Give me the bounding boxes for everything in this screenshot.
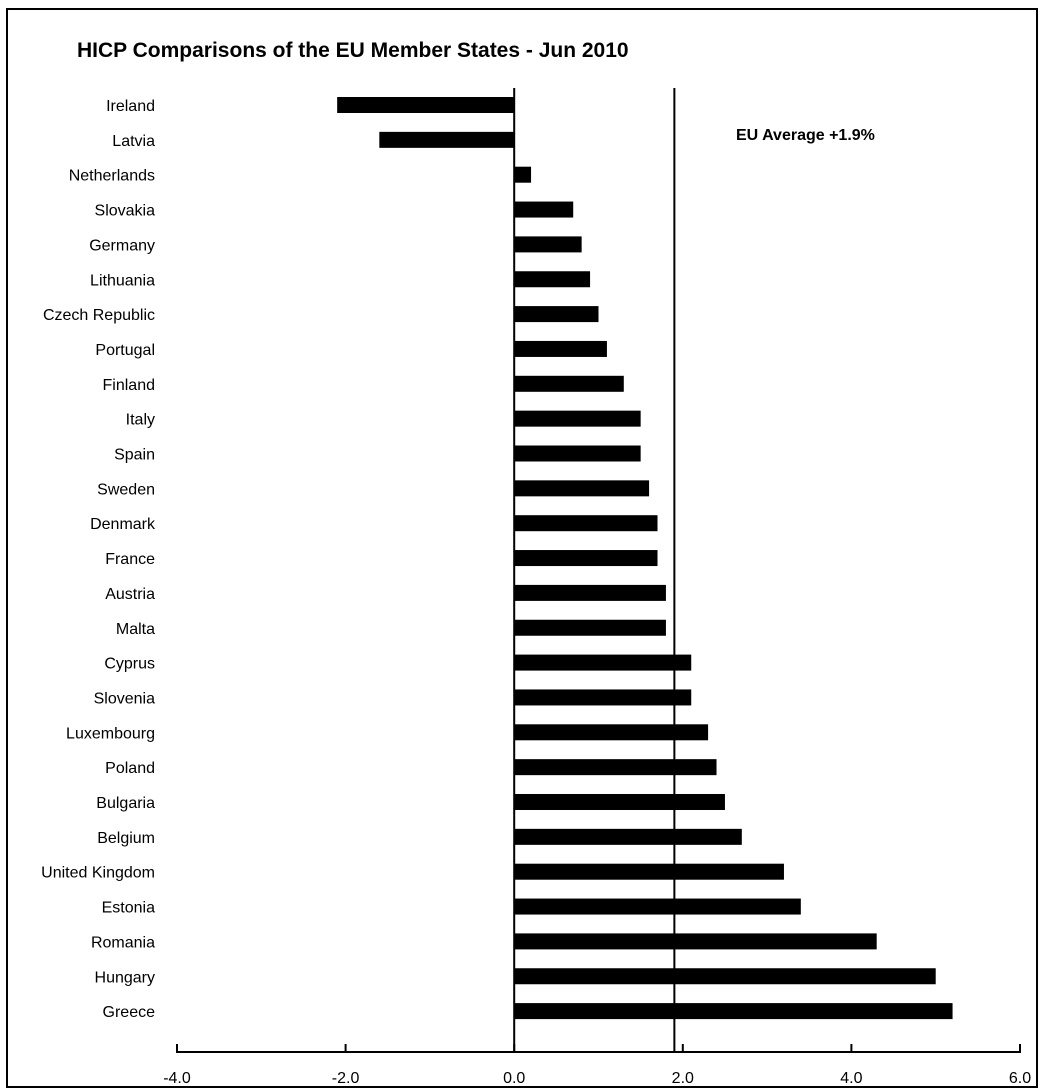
bar-slovenia — [514, 689, 692, 706]
bar-germany — [514, 236, 582, 253]
bar-belgium — [514, 828, 742, 845]
bar-cyprus — [514, 654, 692, 671]
chart-title: HICP Comparisons of the EU Member States… — [77, 39, 629, 62]
category-label: Luxembourg — [66, 725, 155, 742]
x-tick-label: -4.0 — [163, 1070, 191, 1087]
bar-netherlands — [514, 166, 532, 183]
bar-france — [514, 550, 658, 567]
category-label: Ireland — [106, 98, 155, 115]
category-label: Italy — [126, 412, 155, 429]
x-axis: -4.0 -2.0 0.0 2.0 4.0 6.0 — [163, 1044, 1031, 1087]
bar-romania — [514, 933, 877, 950]
x-tick-label: 4.0 — [840, 1070, 862, 1087]
category-label: Cyprus — [104, 656, 155, 673]
bar-slovakia — [514, 201, 574, 218]
x-tick-label: 2.0 — [672, 1070, 694, 1087]
category-label: Czech Republic — [43, 307, 155, 324]
category-label: Greece — [103, 1004, 156, 1021]
bar-austria — [514, 584, 666, 601]
category-labels-group: Ireland Latvia Netherlands Slovakia Germany L… — [41, 98, 156, 1021]
category-label: United Kingdom — [41, 865, 155, 882]
category-label: Malta — [116, 621, 155, 638]
x-tick-label: 6.0 — [1009, 1070, 1031, 1087]
bar-estonia — [514, 898, 801, 915]
category-label: Latvia — [112, 133, 155, 150]
bars-group — [337, 97, 953, 1020]
category-label: Austria — [105, 586, 155, 603]
category-label: Hungary — [95, 969, 155, 986]
category-label: Romania — [91, 934, 155, 951]
category-label: Portugal — [95, 342, 155, 359]
category-label: Lithuania — [90, 272, 155, 289]
bar-hungary — [514, 968, 936, 985]
bar-sweden — [514, 480, 650, 497]
bar-united-kingdom — [514, 863, 784, 880]
bar-spain — [514, 445, 641, 462]
bar-portugal — [514, 340, 607, 357]
bar-czech-republic — [514, 306, 599, 323]
category-label: France — [105, 551, 155, 568]
category-label: Spain — [114, 447, 155, 464]
bar-malta — [514, 619, 666, 636]
bar-poland — [514, 759, 717, 776]
eu-average-label: EU Average +1.9% — [736, 127, 875, 144]
category-label: Denmark — [90, 516, 156, 533]
bar-luxembourg — [514, 724, 709, 741]
category-label: Slovakia — [95, 203, 156, 220]
category-label: Germany — [89, 237, 155, 254]
category-label: Poland — [105, 760, 155, 777]
bar-latvia — [379, 131, 515, 148]
bar-italy — [514, 410, 641, 427]
bar-greece — [514, 1003, 953, 1020]
bar-lithuania — [514, 271, 591, 288]
category-label: Belgium — [97, 830, 155, 847]
x-tick-label: 0.0 — [503, 1070, 525, 1087]
x-tick-label: -2.0 — [332, 1070, 360, 1087]
bar-finland — [514, 375, 624, 392]
category-label: Bulgaria — [96, 795, 155, 812]
bar-bulgaria — [514, 794, 725, 810]
category-label: Finland — [103, 377, 155, 394]
category-label: Estonia — [102, 900, 155, 917]
category-label: Netherlands — [69, 168, 155, 185]
category-label: Sweden — [97, 481, 155, 498]
category-label: Slovenia — [94, 690, 155, 707]
bar-ireland — [337, 97, 515, 113]
bar-denmark — [514, 515, 658, 532]
